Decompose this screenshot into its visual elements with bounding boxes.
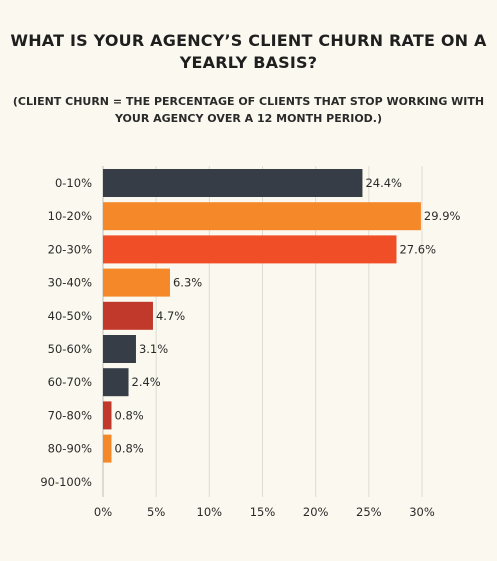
chart-subtitle: (CLIENT CHURN = THE PERCENTAGE OF CLIENT…	[0, 93, 497, 127]
category-label: 80-90%	[48, 442, 92, 456]
x-tick-label: 25%	[356, 505, 382, 519]
x-tick-label: 15%	[250, 505, 276, 519]
chart-title-line-2: YEARLY BASIS?	[179, 53, 318, 72]
x-axis-ticks: 0% 5% 10% 15% 20% 25% 30%	[94, 505, 435, 519]
bar-60-70%	[103, 368, 129, 397]
bar-70-80%	[103, 401, 112, 430]
category-label: 40-50%	[48, 309, 92, 323]
x-tick-label: 10%	[197, 505, 223, 519]
category-label: 20-30%	[48, 242, 92, 256]
category-label: 10-20%	[48, 209, 92, 223]
category-label: 30-40%	[48, 276, 92, 290]
category-label: 70-80%	[48, 408, 92, 422]
bar-80-90%	[103, 434, 112, 463]
category-label: 60-70%	[48, 375, 92, 389]
x-tick-label: 5%	[147, 505, 165, 519]
chart-title-line-1: WHAT IS YOUR AGENCY’S CLIENT CHURN RATE …	[10, 31, 487, 50]
bar-40-50%	[103, 301, 153, 330]
value-labels: 24.4% 29.9% 27.6% 6.3% 4.7% 3.1% 2.4% 0.8% 0.8%	[115, 176, 461, 456]
x-tick-label: 0%	[94, 505, 112, 519]
chart-title: WHAT IS YOUR AGENCY’S CLIENT CHURN RATE …	[0, 30, 497, 74]
bar-20-30%	[103, 235, 397, 264]
value-label: 2.4%	[132, 375, 161, 389]
category-labels: 0-10% 10-20% 20-30% 30-40% 40-50% 50-60% 60-70…	[40, 176, 92, 489]
value-label: 27.6%	[399, 242, 436, 256]
category-label: 90-100%	[40, 475, 92, 489]
bars	[103, 169, 421, 463]
value-label: 24.4%	[365, 176, 402, 190]
category-label: 50-60%	[48, 342, 92, 356]
value-label: 6.3%	[173, 276, 202, 290]
bar-50-60%	[103, 335, 136, 363]
bar-30-40%	[103, 268, 170, 297]
value-label: 0.8%	[115, 442, 144, 456]
bar-10-20%	[103, 202, 421, 231]
bar-0-10%	[103, 169, 363, 197]
value-label: 29.9%	[424, 209, 461, 223]
x-tick-label: 30%	[409, 505, 435, 519]
value-label: 4.7%	[156, 309, 185, 323]
chart-subtitle-line-1: (CLIENT CHURN = THE PERCENTAGE OF CLIENT…	[12, 95, 485, 108]
x-tick-label: 20%	[303, 505, 329, 519]
value-label: 0.8%	[115, 408, 144, 422]
chart-subtitle-line-2: YOUR AGENCY OVER A 12 MONTH PERIOD.)	[114, 112, 383, 125]
category-label: 0-10%	[55, 176, 92, 190]
value-label: 3.1%	[139, 342, 168, 356]
